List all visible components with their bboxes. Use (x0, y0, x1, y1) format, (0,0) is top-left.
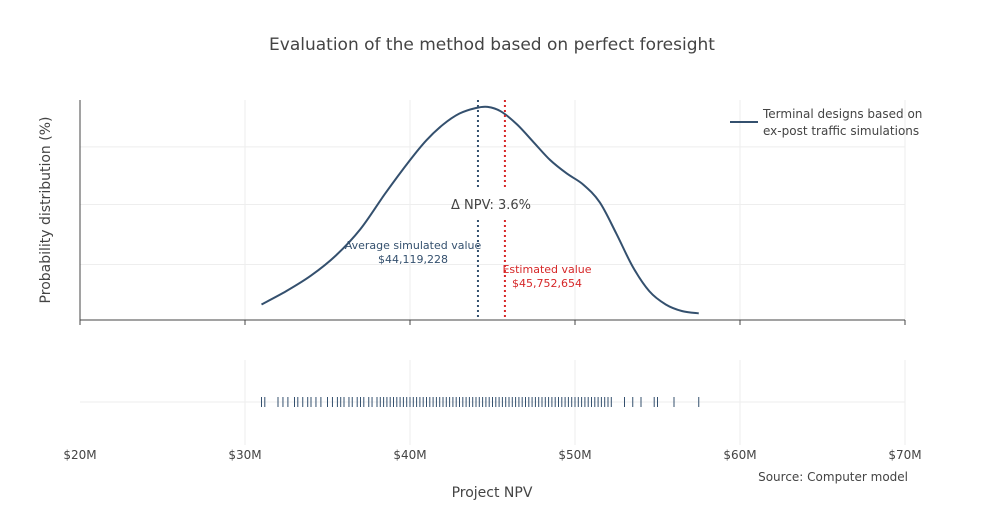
legend-label-line1: Terminal designs based on (762, 107, 922, 121)
density-curve-line (261, 105, 699, 315)
legend-label-line2: ex-post traffic simulations (763, 124, 919, 138)
chart-title: Evaluation of the method based on perfec… (269, 35, 715, 55)
x-axis-ticks: $20M $30M $40M $50M $60M $70M (63, 320, 922, 462)
average-value-label: Average simulated value (345, 239, 482, 252)
source-note: Source: Computer model (758, 470, 908, 484)
main-gridlines (80, 100, 906, 320)
x-tick-label: $50M (558, 448, 591, 462)
estimated-value-amount: $45,752,654 (512, 277, 582, 290)
estimated-value-label: Estimated value (502, 263, 591, 276)
x-tick-label: $40M (393, 448, 426, 462)
x-tick-label: $60M (723, 448, 756, 462)
x-tick-label: $20M (63, 448, 96, 462)
x-axis-title: Project NPV (452, 485, 533, 501)
average-value-amount: $44,119,228 (378, 253, 448, 266)
y-axis-title: Probability distribution (%) (38, 117, 54, 304)
x-tick-label: $30M (228, 448, 261, 462)
delta-npv-label: Δ NPV: 3.6% (451, 198, 531, 213)
x-tick-label: $70M (888, 448, 921, 462)
rug-plot (261, 397, 700, 407)
legend: Terminal designs based on ex-post traffi… (730, 107, 922, 138)
